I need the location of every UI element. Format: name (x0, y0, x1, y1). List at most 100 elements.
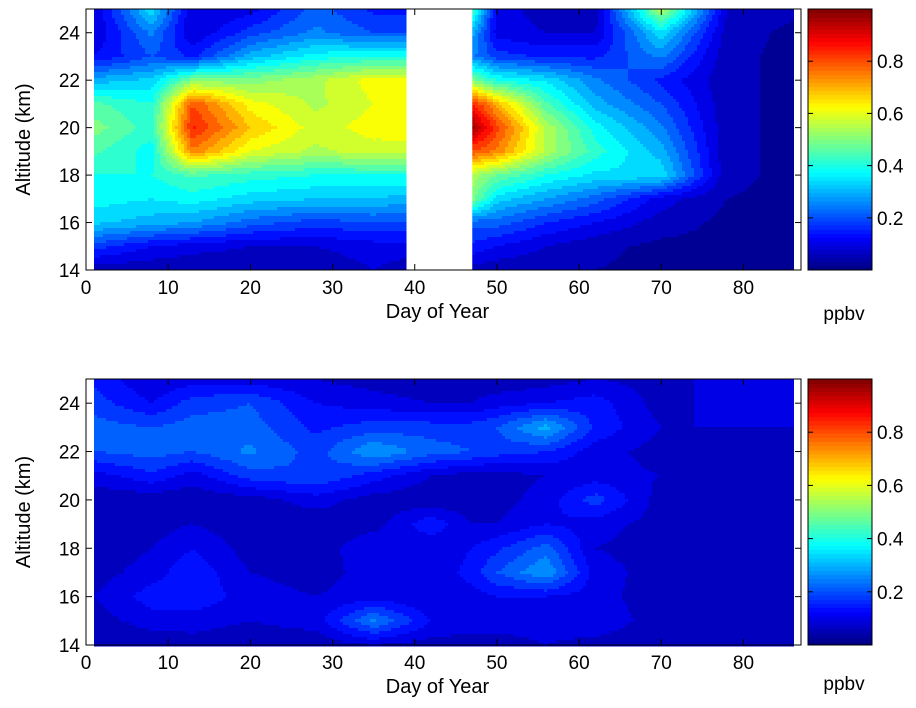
x-tick-label: 60 (569, 653, 590, 674)
colorbar-swatch (808, 586, 872, 592)
colorbar-swatch (808, 536, 872, 542)
colorbar-swatch (808, 131, 872, 137)
y-tick-label: 16 (59, 588, 80, 609)
colorbar-unit-label: ppbv (823, 674, 865, 695)
x-axis-label: Day of Year (386, 676, 490, 698)
x-tick-label: 0 (81, 653, 92, 674)
colorbar-swatch (808, 57, 872, 63)
x-tick-label: 50 (486, 653, 507, 674)
colorbar-swatch (808, 70, 872, 75)
colorbar-swatch (808, 184, 872, 190)
colorbar-swatch (808, 520, 872, 526)
colorbar-swatch (808, 403, 872, 409)
colorbar-swatch (808, 561, 872, 567)
colorbar-swatch (808, 135, 872, 141)
colorbar-swatch (808, 566, 872, 571)
colorbar-swatch (808, 221, 872, 226)
panel-1: 0 10 20 30 40 50 60 70 80 14 16 18 20 22 24 Day of Year… (13, 8, 904, 325)
colorbar-swatch (808, 503, 872, 509)
colorbar-swatch (808, 94, 872, 100)
colorbar-swatch (808, 528, 872, 534)
colorbar-swatch (808, 599, 872, 605)
colorbar-swatch (808, 245, 872, 251)
x-tick-label: 0 (81, 278, 92, 299)
colorbar-swatch (808, 200, 872, 206)
colorbar-swatch (808, 420, 872, 426)
colorbar-swatch (808, 155, 872, 161)
colorbar-swatch (808, 127, 872, 132)
y-tick-label: 14 (59, 261, 81, 282)
colorbar-swatch (808, 45, 872, 51)
x-tick-label: 20 (240, 278, 261, 299)
x-tick-label: 10 (158, 278, 179, 299)
colorbar-tick-label: 0.6 (877, 104, 903, 125)
colorbar-swatch (808, 143, 872, 149)
colorbar-swatch (808, 482, 872, 488)
colorbar-swatch (808, 13, 872, 18)
y-tick-label: 20 (59, 491, 80, 512)
colorbar-swatch (808, 102, 872, 108)
colorbar-swatch (808, 119, 872, 124)
colorbar-swatch (808, 433, 872, 438)
y-tick-label: 24 (59, 24, 81, 45)
colorbar-swatch (808, 17, 872, 22)
colorbar-swatch (808, 557, 872, 563)
colorbar-swatch (808, 607, 872, 613)
colorbar-swatch (808, 188, 872, 194)
colorbar-tick-label: 0.4 (877, 530, 904, 551)
colorbar-swatch (808, 553, 872, 559)
colorbar-swatch (808, 98, 872, 104)
colorbar-swatch (808, 437, 872, 442)
colorbar-swatch (808, 582, 872, 588)
colorbar-tick-label: 0.2 (877, 583, 903, 604)
x-tick-label: 30 (322, 278, 343, 299)
axes-box (85, 8, 802, 271)
colorbar-swatch (808, 603, 872, 609)
x-tick-label: 20 (240, 653, 261, 674)
colorbar-swatch (808, 524, 872, 530)
colorbar-swatch (808, 192, 872, 198)
colorbar-swatch (808, 428, 872, 434)
x-tick-label: 30 (322, 653, 343, 674)
colorbar-swatch (808, 491, 872, 496)
colorbar-swatch (808, 624, 872, 629)
y-tick-label: 14 (59, 636, 81, 657)
colorbar-swatch (808, 570, 872, 575)
colorbar-swatch (808, 462, 872, 467)
colorbar-swatch (808, 41, 872, 47)
colorbar-swatch (808, 620, 872, 625)
colorbar-swatch (808, 257, 872, 263)
colorbar-swatch (808, 611, 872, 617)
colorbar-swatch (808, 379, 872, 384)
colorbar-tick-label: 0.8 (877, 423, 903, 444)
colorbar-swatch (808, 499, 872, 505)
colorbar-swatch (808, 549, 872, 555)
colorbar-swatch (808, 216, 872, 222)
colorbar-swatch (808, 212, 872, 218)
colorbar-swatch (808, 478, 872, 484)
colorbar-swatch (808, 106, 872, 112)
y-tick-label: 18 (59, 539, 80, 560)
colorbar-swatch (808, 53, 872, 59)
colorbar (808, 9, 872, 271)
colorbar (808, 379, 872, 646)
colorbar-swatch (808, 74, 872, 79)
y-tick-label: 22 (59, 443, 80, 464)
colorbar-swatch (808, 90, 872, 96)
x-tick-label: 60 (569, 278, 590, 299)
colorbar-swatch (808, 632, 872, 638)
x-axis-label: Day of Year (386, 301, 490, 323)
colorbar-swatch (808, 37, 872, 43)
colorbar-swatch (808, 66, 872, 71)
colorbar-swatch (808, 453, 872, 459)
colorbar-swatch (808, 62, 872, 67)
missing-data-gap (406, 9, 473, 270)
colorbar-swatch (808, 391, 872, 397)
colorbar-swatch (808, 115, 872, 120)
colorbar-swatch (808, 159, 872, 165)
colorbar-swatch (808, 265, 872, 271)
colorbar-swatch (808, 395, 872, 401)
colorbar-swatch (808, 9, 872, 14)
colorbar-swatch (808, 49, 872, 55)
